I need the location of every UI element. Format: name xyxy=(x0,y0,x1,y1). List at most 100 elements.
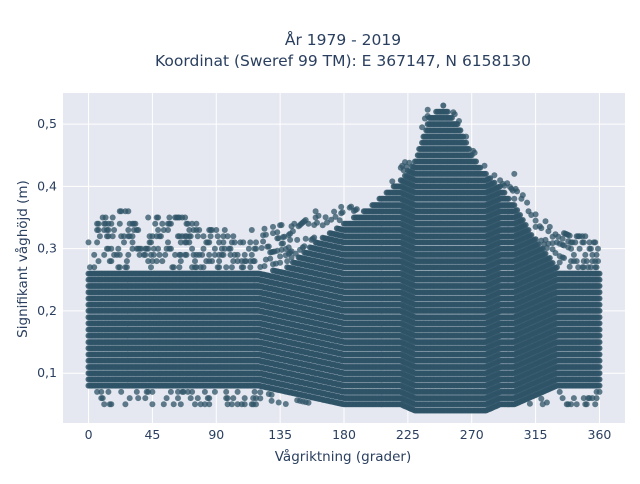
chart-title-line-1: År 1979 - 2019 xyxy=(285,30,401,49)
data-point xyxy=(91,264,97,270)
data-point xyxy=(189,246,195,252)
data-point xyxy=(220,252,226,258)
data-point xyxy=(161,401,167,407)
data-point xyxy=(215,233,221,239)
data-point xyxy=(118,389,124,395)
data-point xyxy=(105,227,111,233)
data-point xyxy=(165,227,171,233)
data-point xyxy=(103,215,109,221)
data-point xyxy=(287,237,293,243)
data-point xyxy=(262,226,268,232)
data-point xyxy=(149,401,155,407)
data-point xyxy=(149,389,155,395)
data-point xyxy=(280,240,286,246)
data-point xyxy=(193,221,199,227)
data-point xyxy=(235,389,241,395)
data-point xyxy=(257,395,263,401)
data-point xyxy=(108,221,114,227)
data-point xyxy=(338,204,344,210)
data-point xyxy=(159,258,165,264)
data-point xyxy=(323,214,329,220)
data-point xyxy=(266,244,272,250)
data-point xyxy=(216,258,222,264)
data-point xyxy=(276,400,282,406)
data-point xyxy=(176,264,182,270)
chart-title-line-2: Koordinat (Sweref 99 TM): E 367147, N 61… xyxy=(155,52,531,70)
data-point xyxy=(306,221,312,227)
data-point xyxy=(110,215,116,221)
data-point xyxy=(165,239,171,245)
data-point xyxy=(96,221,102,227)
data-point xyxy=(270,224,276,230)
data-point xyxy=(148,239,154,245)
data-point xyxy=(242,401,248,407)
data-point xyxy=(195,233,201,239)
data-point xyxy=(199,252,205,258)
data-point xyxy=(125,227,131,233)
data-point xyxy=(201,233,207,239)
data-point xyxy=(242,395,248,401)
chart-title: År 1979 - 2019 Koordinat (Sweref 99 TM):… xyxy=(155,30,531,70)
data-point xyxy=(290,228,296,234)
data-point xyxy=(192,401,198,407)
data-point xyxy=(229,264,235,270)
data-point xyxy=(249,227,255,233)
data-point xyxy=(274,229,280,235)
data-point xyxy=(195,395,201,401)
data-point xyxy=(155,215,161,221)
data-point xyxy=(277,253,283,259)
data-point xyxy=(145,215,151,221)
data-point xyxy=(168,389,174,395)
data-point xyxy=(135,227,141,233)
data-point xyxy=(306,400,312,406)
data-point xyxy=(247,239,253,245)
data-point xyxy=(206,395,212,401)
data-point xyxy=(201,246,207,252)
data-point xyxy=(130,239,136,245)
data-point xyxy=(303,236,309,242)
data-point xyxy=(124,264,130,270)
data-point xyxy=(257,389,263,395)
data-point xyxy=(301,243,307,249)
data-point xyxy=(130,233,136,239)
data-point xyxy=(151,252,157,258)
data-point xyxy=(262,263,268,269)
data-point xyxy=(127,395,133,401)
data-point xyxy=(155,227,161,233)
data-point xyxy=(154,258,160,264)
data-point xyxy=(223,264,229,270)
data-point xyxy=(188,233,194,239)
data-point xyxy=(331,209,337,215)
data-point xyxy=(152,221,158,227)
data-point xyxy=(208,233,214,239)
data-point xyxy=(212,389,218,395)
data-point xyxy=(240,239,246,245)
data-point xyxy=(178,258,184,264)
data-point xyxy=(209,258,215,264)
data-point xyxy=(175,395,181,401)
data-point xyxy=(188,395,194,401)
data-point xyxy=(230,233,236,239)
data-point xyxy=(142,252,148,258)
data-point xyxy=(269,392,275,398)
data-point xyxy=(222,227,228,233)
data-point xyxy=(277,260,283,266)
data-point xyxy=(206,239,212,245)
data-point xyxy=(159,221,165,227)
data-point xyxy=(228,246,234,252)
data-point xyxy=(223,389,229,395)
data-point xyxy=(96,227,102,233)
data-point xyxy=(263,232,269,238)
data-point xyxy=(196,227,202,233)
data-point xyxy=(94,239,100,245)
data-point xyxy=(97,233,103,239)
data-point xyxy=(108,401,114,407)
data-point xyxy=(125,208,131,214)
data-point xyxy=(212,246,218,252)
data-point xyxy=(162,252,168,258)
data-point xyxy=(229,401,235,407)
data-point xyxy=(316,213,322,219)
data-point xyxy=(354,206,360,212)
data-point xyxy=(134,389,140,395)
data-point xyxy=(108,258,114,264)
